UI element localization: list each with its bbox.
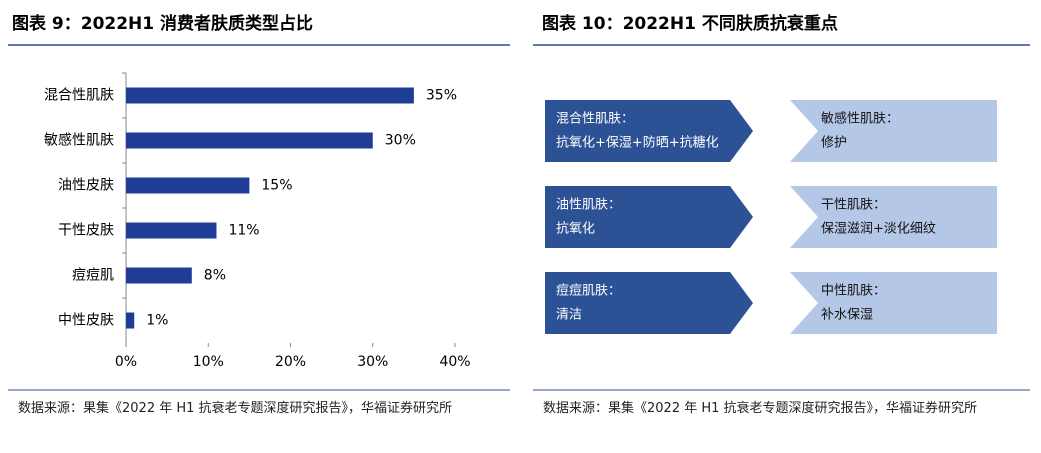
arrow-box <box>545 186 753 248</box>
box-text: 抗氧化 <box>556 222 595 237</box>
bar <box>126 312 135 329</box>
value-label: 35% <box>426 88 457 104</box>
notched-box <box>790 100 997 162</box>
y-tick-label: 混合性肌肤 <box>44 88 114 104</box>
x-tick-label: 20% <box>275 354 306 370</box>
box-title: 混合性肌肤： <box>556 112 634 127</box>
value-label: 30% <box>385 133 416 149</box>
bar <box>126 267 192 284</box>
box-title: 敏感性肌肤： <box>821 111 899 127</box>
y-tick-label: 干性皮肤 <box>58 223 114 239</box>
x-tick-label: 10% <box>193 354 224 370</box>
x-tick-label: 30% <box>357 354 388 370</box>
value-label: 8% <box>204 268 226 284</box>
x-tick-label: 0% <box>115 354 137 370</box>
box-text: 清洁 <box>556 308 582 323</box>
value-label: 11% <box>228 223 259 239</box>
box-text: 抗氧化+保湿+防晒+抗糖化 <box>556 135 719 151</box>
y-tick-label: 中性皮肤 <box>58 313 114 329</box>
bar <box>126 222 217 239</box>
x-tick-label: 40% <box>439 354 470 370</box>
chart-title: 图表 9：2022H1 消费者肤质类型占比 <box>12 13 313 34</box>
box-title: 中性肌肤： <box>821 284 886 299</box>
y-tick-label: 油性皮肤 <box>58 178 114 194</box>
notched-box <box>790 186 997 248</box>
box-title: 油性肌肤： <box>556 198 621 213</box>
y-tick-label: 痘痘肌 <box>72 268 114 284</box>
bar <box>126 132 373 149</box>
source-note: 数据来源：果集《2022 年 H1 抗衰老专题深度研究报告》，华福证券研究所 <box>18 401 453 416</box>
bar <box>126 87 414 104</box>
box-title: 痘痘肌肤： <box>556 284 621 299</box>
box-text: 修护 <box>821 136 847 151</box>
value-label: 1% <box>146 313 168 329</box>
box-text: 保湿滋润+淡化细纹 <box>821 222 936 237</box>
arrow-box <box>545 100 753 162</box>
diagram-title: 图表 10：2022H1 不同肤质抗衰重点 <box>542 13 838 34</box>
notched-box <box>790 272 997 334</box>
bar <box>126 177 250 194</box>
box-text: 补水保湿 <box>821 308 873 323</box>
y-tick-label: 敏感性肌肤 <box>44 132 114 149</box>
arrow-box <box>545 272 753 334</box>
value-label: 15% <box>261 178 292 194</box>
source-note: 数据来源：果集《2022 年 H1 抗衰老专题深度研究报告》，华福证券研究所 <box>543 401 978 416</box>
box-title: 干性肌肤： <box>821 198 886 213</box>
